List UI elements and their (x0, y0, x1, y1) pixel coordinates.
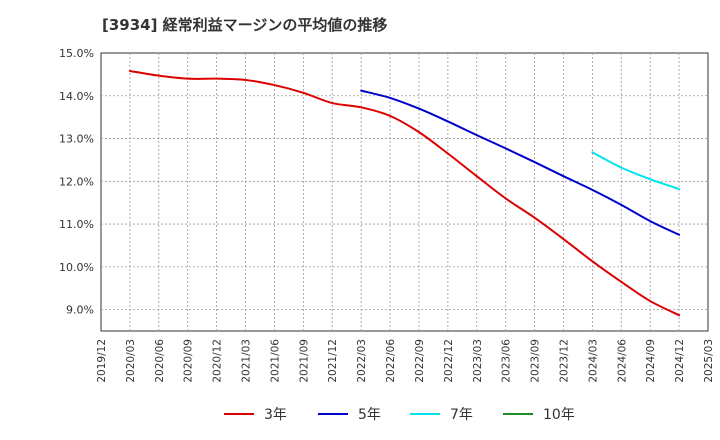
legend-layer: 3年 5年 7年 10年 (224, 407, 575, 423)
y-tick-label: 9.0% (66, 304, 94, 317)
x-tick-label: 2019/12 (96, 339, 108, 383)
x-tick-label: 2022/06 (385, 339, 397, 383)
x-tick-label: 2025/03 (703, 339, 715, 383)
x-tick-label: 2024/03 (587, 339, 599, 383)
grid-layer (100, 52, 709, 332)
x-tick-label: 2023/09 (530, 339, 542, 383)
y-tick-label: 13.0% (59, 133, 94, 146)
y-tick-label: 15.0% (59, 47, 94, 60)
legend-label-2: 7年 (450, 407, 473, 423)
x-tick-label: 2020/03 (125, 339, 137, 383)
x-tick-label: 2021/09 (298, 339, 310, 383)
chart-title: [3934] 経常利益マージンの平均値の推移 (102, 16, 388, 34)
series-line-0 (128, 69, 681, 317)
series-line-2 (591, 151, 681, 191)
x-tick-label: 2023/12 (558, 339, 570, 383)
x-tick-label: 2022/12 (443, 339, 455, 383)
y-tick-label: 11.0% (59, 218, 94, 231)
series-layer (128, 69, 681, 317)
y-tick-label: 12.0% (59, 175, 94, 188)
series-line-1 (360, 89, 681, 236)
x-tick-label: 2024/09 (645, 339, 657, 383)
x-tick-label: 2023/03 (472, 339, 484, 383)
x-tick-label: 2024/06 (616, 339, 628, 383)
x-tick-label: 2021/06 (269, 339, 281, 383)
x-tick-label: 2020/09 (183, 339, 195, 383)
axis-layer: 15.0% 14.0% 13.0% 12.0% 11.0% 10.0% 9.0% 2019/1… (59, 47, 715, 383)
legend-label-0: 3年 (264, 407, 287, 423)
x-tick-label: 2021/12 (327, 339, 339, 383)
legend-label-1: 5年 (358, 407, 381, 423)
y-tick-label: 10.0% (59, 261, 94, 274)
x-tick-label: 2022/03 (356, 339, 368, 383)
plot-area (100, 52, 709, 332)
x-tick-label: 2022/09 (414, 339, 426, 383)
legend-label-3: 10年 (543, 407, 575, 423)
x-tick-label: 2024/12 (674, 339, 686, 383)
y-tick-label: 14.0% (59, 90, 94, 103)
x-tick-label: 2020/12 (212, 339, 224, 383)
x-tick-label: 2020/06 (154, 339, 166, 383)
x-tick-label: 2023/06 (501, 339, 513, 383)
x-tick-label: 2021/03 (241, 339, 253, 383)
